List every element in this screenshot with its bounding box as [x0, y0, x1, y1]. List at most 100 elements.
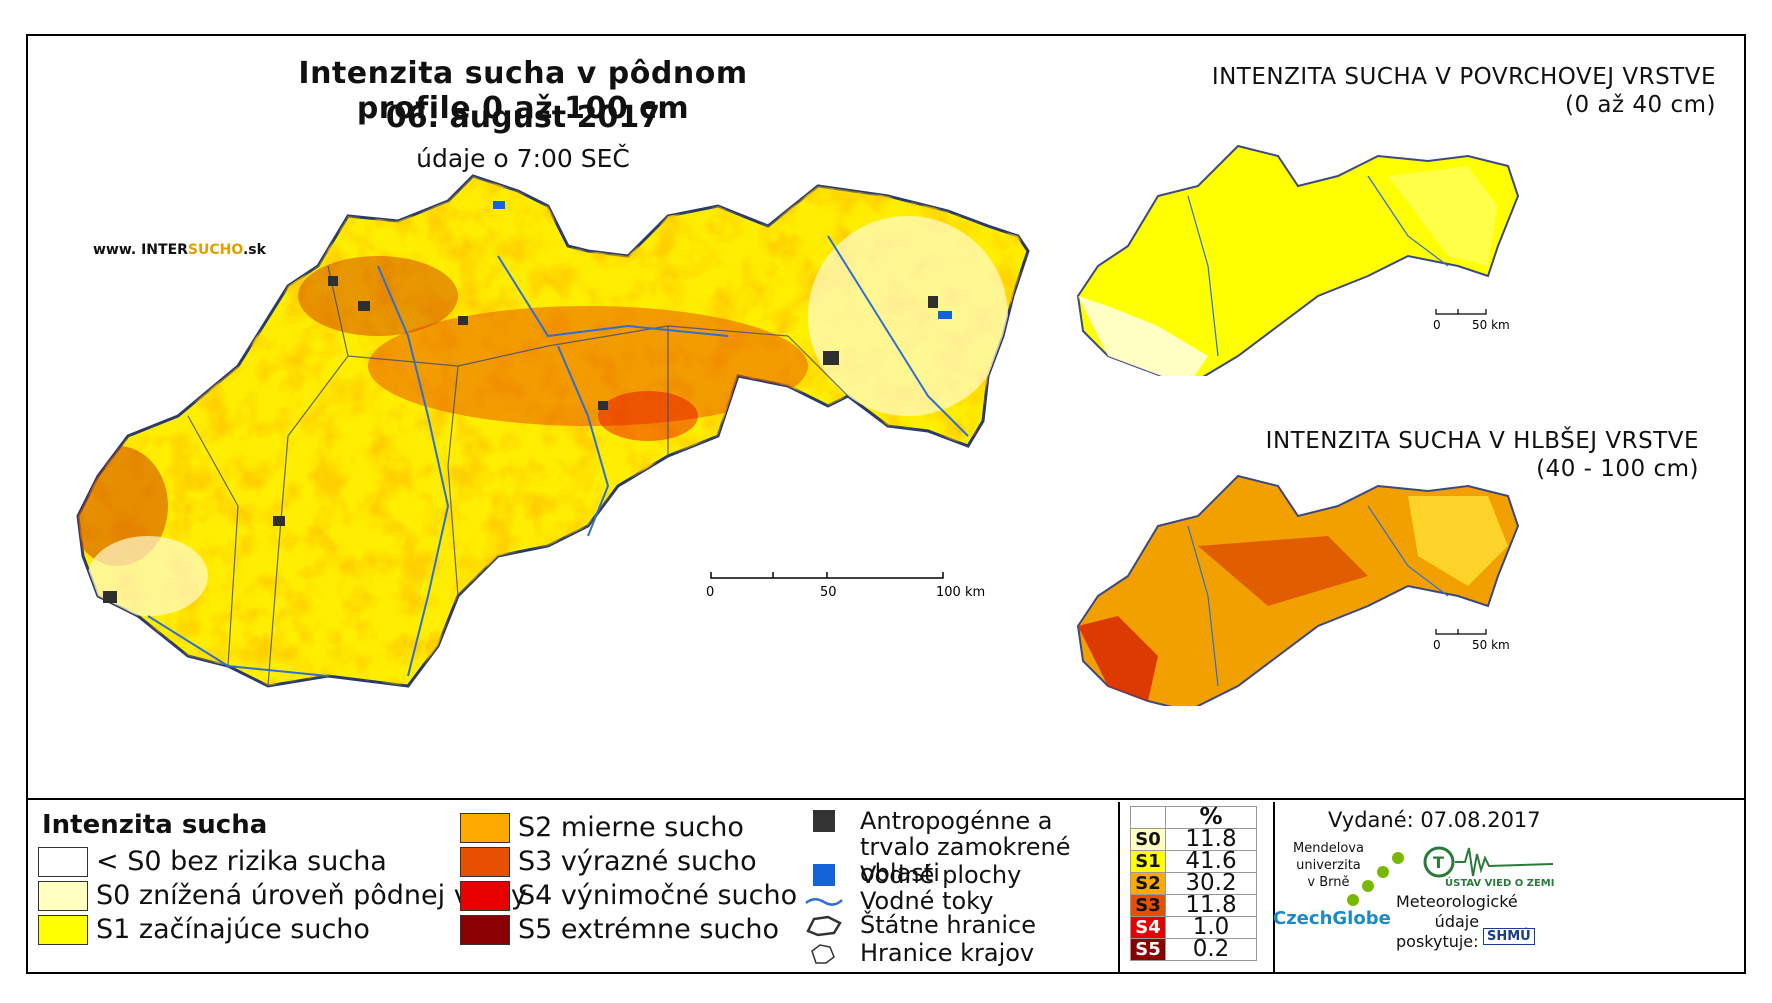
surface-scalebar [1435, 309, 1487, 315]
legend-symbol-state-border: Štátne hranice [804, 912, 1036, 938]
legend-panel: Intenzita sucha < S0 bez rizika sucha S0… [28, 798, 1744, 976]
stats-class: S0 [1130, 828, 1166, 851]
meteo-credit: Meteorologické údaje poskytuje: [1396, 892, 1518, 952]
stats-row: S5 0.2 [1130, 938, 1257, 961]
rivers [147, 235, 969, 677]
dark-square-icon [804, 808, 844, 834]
legend-label: S4 výnimočné sucho [518, 880, 798, 911]
water-bodies [493, 201, 952, 319]
main-scale-label-100: 100 km [936, 585, 985, 600]
legend-label: < S0 bez rizika sucha [96, 846, 387, 877]
legend-symbol-label: Vodné plochy [860, 861, 1022, 889]
stats-row: S2 30.2 [1130, 872, 1257, 895]
stats-class: S5 [1130, 938, 1166, 961]
legend-class-s2: S2 mierne sucho [460, 812, 744, 843]
surface-inset-subtitle: (0 až 40 cm) [1565, 92, 1716, 118]
legend-symbol-label: Hranice krajov [860, 939, 1035, 967]
surface-inset-heading: INTENZITA SUCHA V POVRCHOVEJ VRSTVE [1211, 64, 1716, 90]
stats-header-blank [1130, 806, 1166, 829]
website-prefix: www. INTER [93, 242, 188, 258]
website-suffix: .sk [242, 242, 266, 258]
map-time: údaje o 7:00 SEČ [416, 144, 630, 173]
stats-value: 1.0 [1165, 916, 1257, 939]
main-map: 0 50 100 km [76, 174, 1030, 688]
stats-row: S4 1.0 [1130, 916, 1257, 939]
stats-row: S3 11.8 [1130, 894, 1257, 917]
website-highlight: SUCHO [187, 242, 243, 258]
legend-symbol-label: Štátne hranice [860, 911, 1036, 939]
deep-scalebar [1435, 629, 1487, 635]
legend-label: S3 výrazné sucho [518, 846, 757, 877]
svg-text:T: T [1433, 853, 1444, 872]
map-date: 06. august 2017 [385, 100, 661, 135]
stats-class: S4 [1130, 916, 1166, 939]
mendel-dots-icon [1347, 852, 1404, 906]
mendel-line: v Brně [1307, 875, 1350, 890]
legend-swatch [460, 812, 510, 843]
stats-value: 11.8 [1165, 894, 1257, 917]
region-borders [187, 265, 849, 687]
legend-swatch [38, 846, 88, 877]
river-line-icon [804, 888, 844, 914]
legend-swatch [460, 846, 510, 877]
meteo-line: údaje [1434, 912, 1480, 931]
surface-inset-title: INTENZITA SUCHA V POVRCHOVEJ VRSTVE (0 a… [1212, 64, 1716, 118]
mendel-university-logo: Mendelova univerzita v Brně [1293, 840, 1364, 891]
meteo-line: poskytuje: [1396, 932, 1479, 951]
surface-scale-label-0: 0 [1433, 318, 1441, 332]
legend-symbol-label: Vodné toky [860, 887, 994, 915]
urban-areas [103, 276, 938, 603]
surface-scale-label-50: 50 km [1472, 318, 1510, 332]
legend-symbol-label: Antropogénne a trvalo zamokrené oblasti [860, 807, 1071, 887]
legend-swatch [38, 880, 88, 911]
deep-inset-title: INTENZITA SUCHA V HLBŠEJ VRSTVE (40 - 10… [1266, 428, 1699, 482]
legend-swatch [460, 880, 510, 911]
ustav-label: ÚSTAV VIED O ZEMI [1445, 878, 1555, 889]
legend-label: S1 začínajúce sucho [96, 914, 370, 945]
main-scale-label-50: 50 [820, 585, 837, 600]
legend-class-s4: S4 výnimočné sucho [460, 880, 797, 911]
map-title: Intenzita sucha v pôdnom profile 0 až 10… [298, 56, 748, 126]
legend-label: S5 extrémne sucho [518, 914, 779, 945]
legend-class-below-s0: < S0 bez rizika sucha [38, 846, 387, 877]
legend-label: S2 mierne sucho [518, 812, 744, 843]
stats-value: 30.2 [1165, 872, 1257, 895]
legend-symbol-rivers: Vodné toky [804, 888, 993, 914]
legend-symbol-region-border: Hranice krajov [804, 940, 1034, 966]
stats-class: S3 [1130, 894, 1166, 917]
stats-value: 0.2 [1165, 938, 1257, 961]
meteo-line: Meteorologické [1396, 892, 1518, 911]
surface-inset-map: 0 50 km [1076, 144, 1520, 376]
legend-swatch [38, 914, 88, 945]
map-frame: 0 50 100 km Intenzita sucha v pôdnom pro… [26, 34, 1746, 974]
ustav-vied-logo: T ÚSTAV VIED O ZEMI [1423, 840, 1563, 889]
czechglobe-logo: CzechGlobe [1273, 908, 1391, 929]
deep-scale-label-50: 50 km [1472, 638, 1510, 652]
main-scale-label-0: 0 [706, 585, 714, 600]
stats-table: % S0 11.8 S1 41.6 S2 30.2 S3 11.8 S4 1.0 S5 0.… [1118, 802, 1275, 974]
mendel-line: Mendelova [1293, 841, 1364, 856]
stats-class: S1 [1130, 850, 1166, 873]
deep-scale-label-0: 0 [1433, 638, 1441, 652]
issued-date: Vydané: 07.08.2017 [1328, 808, 1541, 832]
legend-class-s0: S0 znížená úroveň pôdnej vlahy [38, 880, 527, 911]
legend-class-s5: S5 extrémne sucho [460, 914, 779, 945]
legend-class-s1: S1 začínajúce sucho [38, 914, 370, 945]
deep-inset-heading: INTENZITA SUCHA V HLBŠEJ VRSTVE [1265, 428, 1699, 454]
main-scalebar [710, 572, 944, 579]
legend-symbol-urban: Antropogénne a trvalo zamokrené oblasti [804, 808, 1100, 886]
seismograph-icon: T [1423, 846, 1554, 878]
legend-heading: Intenzita sucha [42, 810, 268, 840]
region-border-icon [804, 940, 844, 966]
stats-row: S1 41.6 [1130, 850, 1257, 873]
legend-symbol-water: Vodné plochy [804, 862, 1021, 888]
legend-class-s3: S3 výrazné sucho [460, 846, 757, 877]
legend-swatch [460, 914, 510, 945]
shmu-logo: SHMÚ [1483, 928, 1535, 945]
state-border-icon [804, 912, 844, 938]
website-link[interactable]: www. INTERSUCHO.sk [93, 242, 266, 258]
legend-label: S0 znížená úroveň pôdnej vlahy [96, 880, 527, 911]
deep-inset-map: 0 50 km [1076, 474, 1520, 706]
blue-square-icon [804, 862, 844, 888]
mendel-line: univerzita [1296, 858, 1361, 873]
